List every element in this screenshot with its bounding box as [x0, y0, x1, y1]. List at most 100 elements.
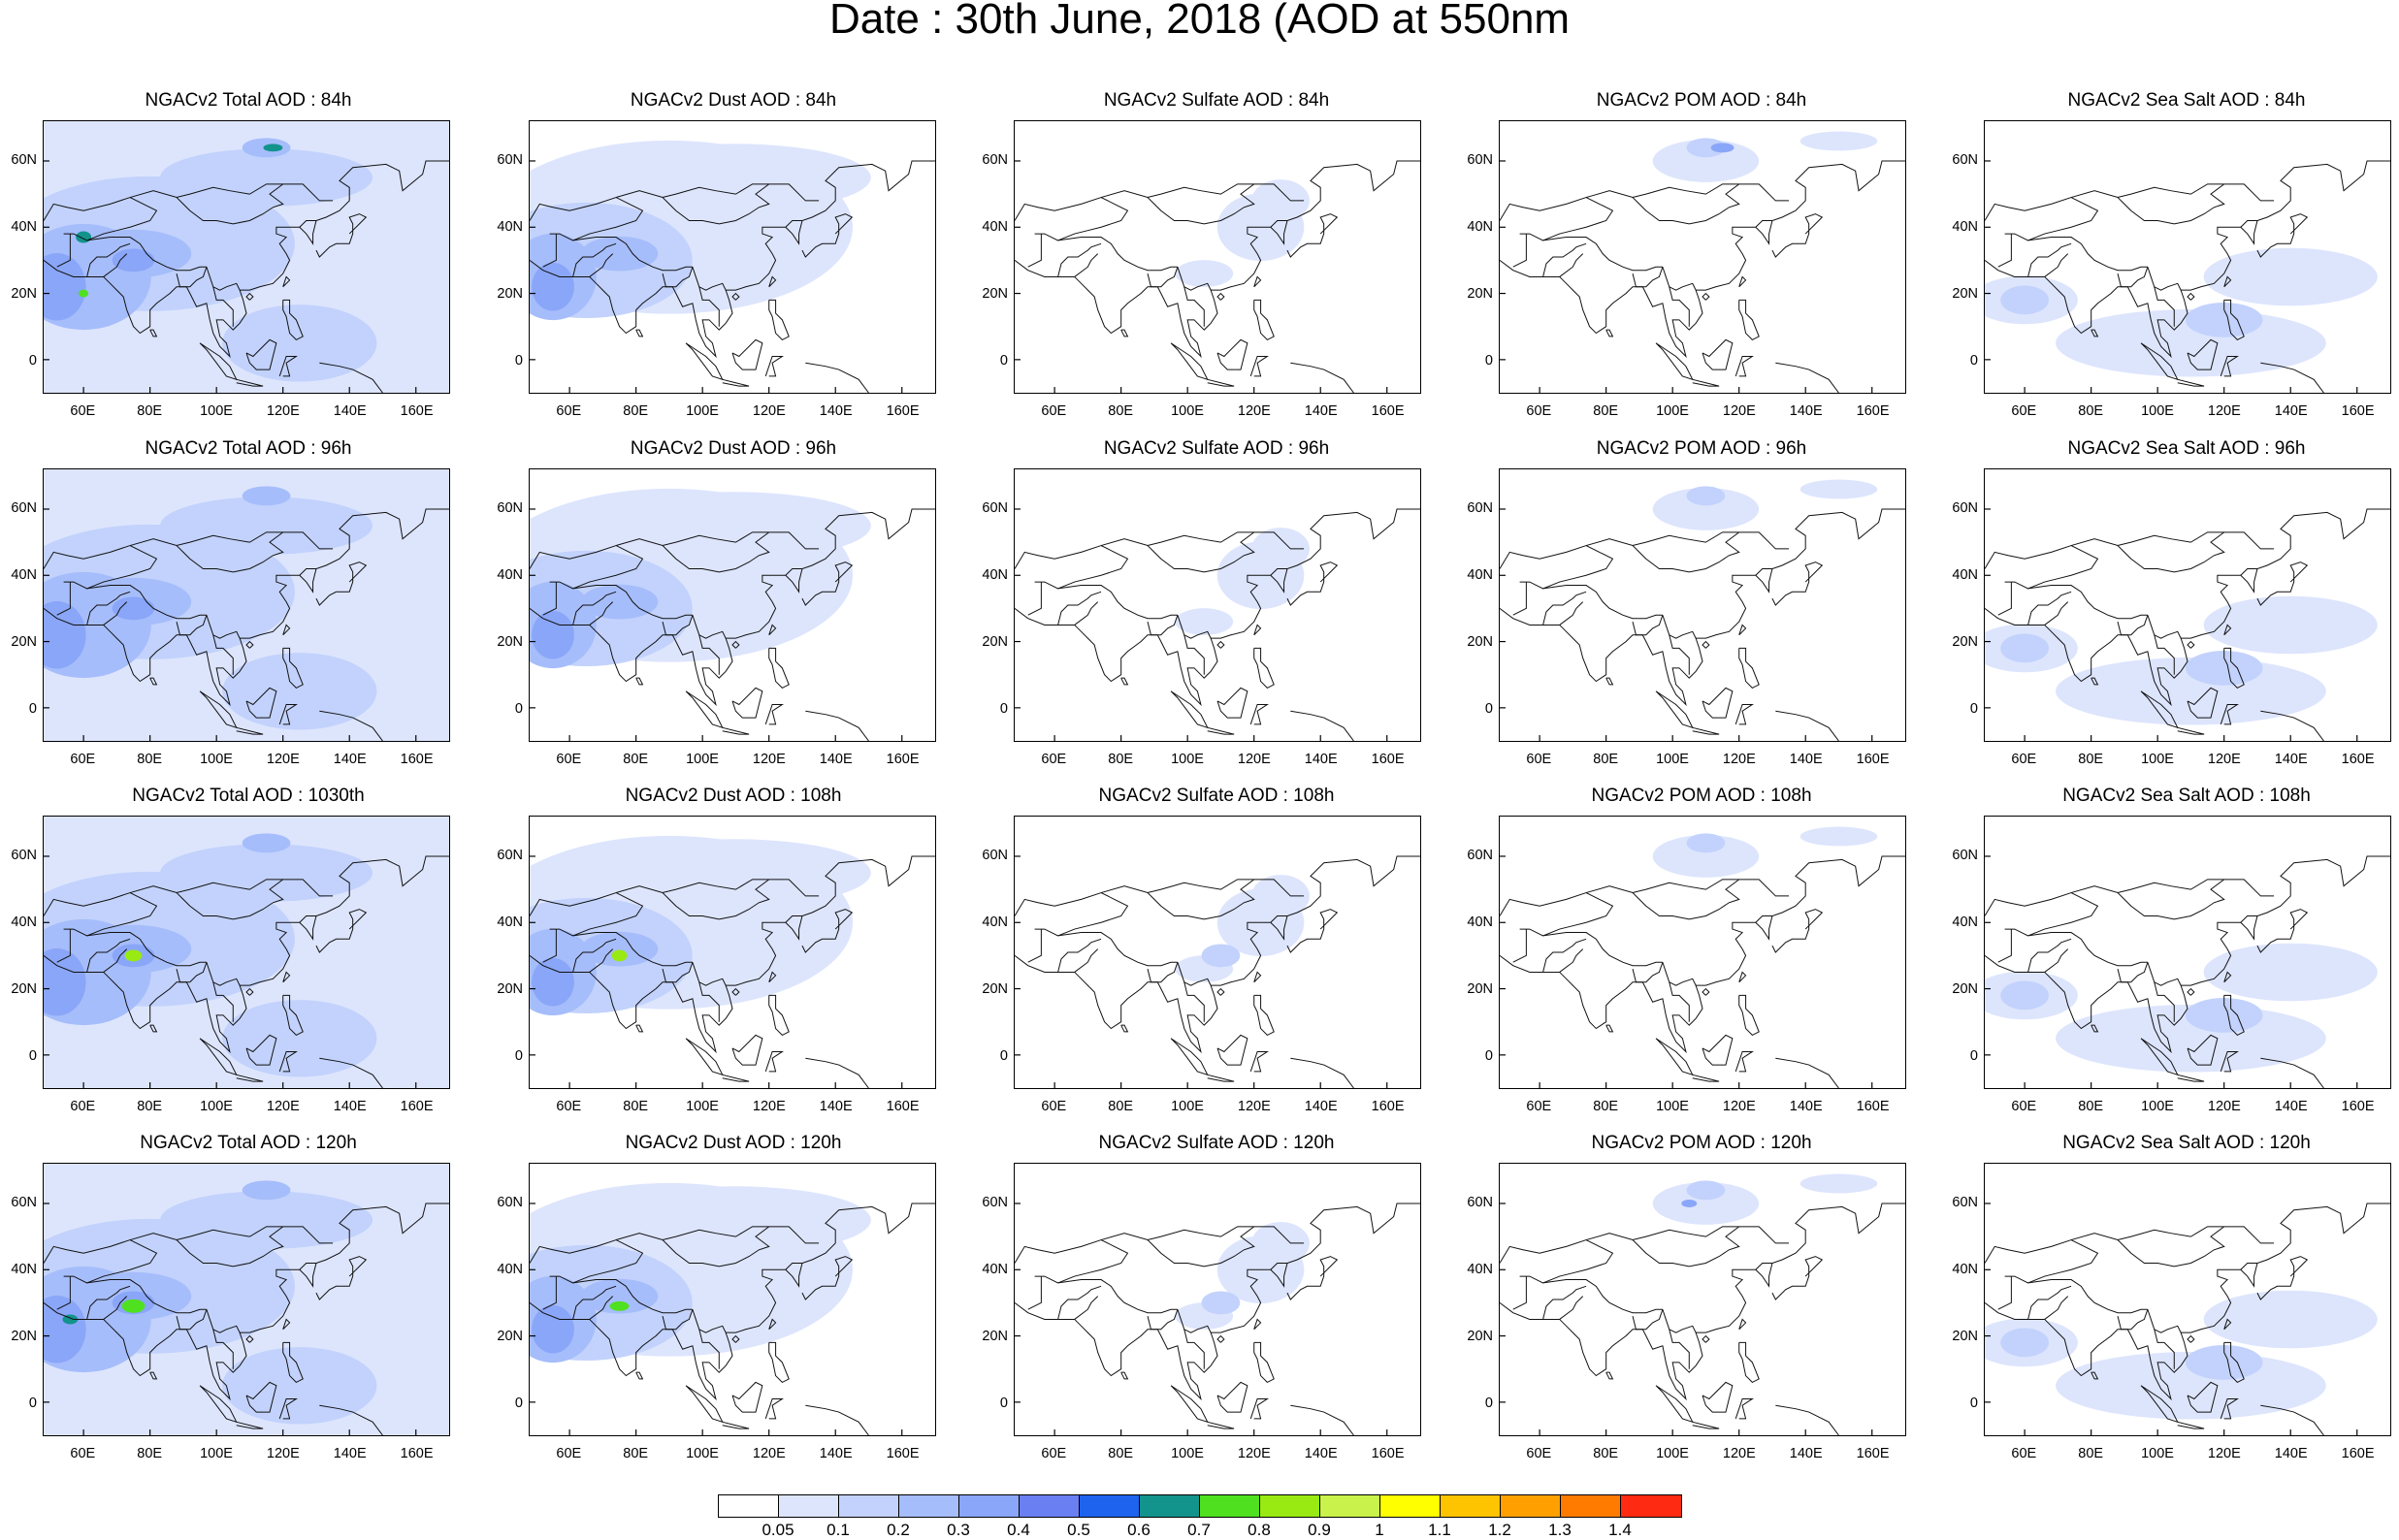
aod-shading	[530, 488, 871, 669]
lat-tick-label: 0	[999, 352, 1008, 369]
lon-tick-label: 60E	[556, 403, 582, 419]
lon-tick-label: 100E	[200, 403, 233, 419]
aod-shading	[1985, 595, 2378, 725]
lat-tick-label: 20N	[1952, 633, 1978, 650]
lon-tick-label: 160E	[1856, 752, 1890, 767]
aod-field-map	[530, 488, 935, 741]
colorbar-swatch	[1501, 1495, 1561, 1517]
lon-tick-label: 60E	[70, 1446, 96, 1461]
lon-tick-label: 100E	[686, 752, 719, 767]
lon-tick-label: 80E	[2078, 403, 2104, 419]
lon-tick-label: 80E	[623, 1099, 649, 1114]
lon-tick-label: 120E	[2207, 752, 2241, 767]
lat-tick-label: 40N	[1467, 567, 1493, 584]
lon-tick-label: 60E	[556, 1446, 582, 1461]
lon-tick-label: 60E	[70, 1099, 96, 1114]
lon-tick-label: 160E	[886, 1099, 920, 1114]
lon-tick-label: 120E	[1722, 1099, 1756, 1114]
colorbar-swatch	[719, 1495, 779, 1517]
map-panel-total	[43, 468, 450, 742]
lat-tick-label: 0	[514, 1395, 523, 1411]
colorbar-swatch	[1380, 1495, 1441, 1517]
panel-title: NGACv2 Total AOD : 120h	[140, 1133, 357, 1153]
lon-tick-label: 60E	[2011, 752, 2037, 767]
aod-field-map	[1015, 855, 1420, 1088]
map-panel-total	[43, 1163, 450, 1436]
lat-tick-label: 40N	[497, 1262, 523, 1278]
aod-field-map	[530, 1182, 935, 1435]
lat-tick-label: 20N	[1467, 285, 1493, 302]
lat-tick-label: 20N	[1467, 633, 1493, 650]
colorbar-label: 0.2	[887, 1521, 910, 1539]
aod-shading	[1652, 131, 1878, 182]
colorbar-swatch	[1441, 1495, 1501, 1517]
colorbar-swatch	[899, 1495, 959, 1517]
map-panel-seasalt	[1984, 1163, 2391, 1436]
map-panel-pom	[1499, 468, 1906, 742]
lon-tick-label: 60E	[2011, 1446, 2037, 1461]
panel-title: NGACv2 Sulfate AOD : 120h	[1098, 1133, 1335, 1153]
lat-tick-label: 60N	[1952, 848, 1978, 864]
lon-tick-label: 140E	[819, 752, 853, 767]
lon-tick-label: 60E	[1526, 403, 1552, 419]
lat-tick-label: 20N	[982, 1328, 1008, 1344]
panel-title: NGACv2 Sulfate AOD : 108h	[1098, 786, 1335, 806]
lat-tick-label: 60N	[11, 152, 37, 169]
lon-tick-label: 100E	[686, 1446, 719, 1461]
lat-tick-label: 0	[28, 1047, 37, 1064]
lat-tick-label: 40N	[982, 1262, 1008, 1278]
lon-tick-label: 140E	[1304, 1446, 1338, 1461]
lon-tick-label: 160E	[886, 752, 920, 767]
lon-tick-label: 160E	[400, 752, 434, 767]
lon-tick-label: 160E	[400, 403, 434, 419]
lat-tick-label: 0	[1969, 1395, 1978, 1411]
lon-tick-label: 160E	[886, 403, 920, 419]
lon-tick-label: 100E	[200, 752, 233, 767]
aod-field-map	[1500, 131, 1905, 393]
lon-tick-label: 80E	[1108, 403, 1134, 419]
lat-tick-label: 60N	[982, 1195, 1008, 1211]
colorbar-swatch	[1080, 1495, 1140, 1517]
map-panel-pom	[1499, 1163, 1906, 1436]
lon-tick-label: 160E	[400, 1446, 434, 1461]
map-panel-dust	[529, 816, 936, 1089]
lon-tick-label: 60E	[1526, 1446, 1552, 1461]
lon-tick-label: 120E	[1237, 1099, 1271, 1114]
map-panel-grid: NGACv2 Total AOD : 84h 60N 40N 20N 0 60E 80E 10…	[11, 90, 2391, 1461]
aod-shading	[530, 1182, 871, 1364]
lon-tick-label: 80E	[1108, 1099, 1134, 1114]
colorbar-label: 1.4	[1608, 1521, 1632, 1539]
lon-tick-label: 140E	[2274, 1099, 2308, 1114]
lat-tick-label: 0	[1969, 1047, 1978, 1064]
lon-tick-label: 80E	[137, 1446, 163, 1461]
lon-tick-label: 120E	[2207, 1099, 2241, 1114]
lat-tick-label: 20N	[11, 1328, 37, 1344]
colorbar-label: 0.7	[1187, 1521, 1211, 1539]
lat-tick-label: 40N	[497, 914, 523, 931]
aod-field-map	[44, 1164, 449, 1435]
lat-tick-label: 60N	[1952, 500, 1978, 517]
aod-field-map	[1015, 1203, 1420, 1435]
colorbar-label: 0.9	[1308, 1521, 1331, 1539]
colorbar-swatch	[1020, 1495, 1080, 1517]
aod-shading	[1985, 1290, 2378, 1420]
map-panel-sulfate	[1014, 816, 1421, 1089]
lon-tick-label: 120E	[266, 1446, 300, 1461]
lat-tick-label: 0	[28, 352, 37, 369]
lon-tick-label: 100E	[2141, 1446, 2174, 1461]
panel-title: NGACv2 Sulfate AOD : 84h	[1103, 90, 1330, 111]
aod-field-map	[44, 817, 449, 1088]
lat-tick-label: 40N	[11, 567, 37, 584]
lon-tick-label: 80E	[2078, 1099, 2104, 1114]
aod-field-map	[1985, 160, 2390, 393]
panel-title: NGACv2 Sea Salt AOD : 108h	[2062, 786, 2311, 806]
panel-title: NGACv2 Sulfate AOD : 96h	[1103, 438, 1330, 459]
lon-tick-label: 100E	[1656, 403, 1689, 419]
map-panel-total	[43, 816, 450, 1089]
aod-field-map	[1015, 160, 1420, 393]
lon-tick-label: 60E	[1526, 1099, 1552, 1114]
lat-tick-label: 40N	[982, 219, 1008, 236]
lon-tick-label: 140E	[1304, 403, 1338, 419]
lon-tick-label: 80E	[1108, 752, 1134, 767]
lat-tick-label: 60N	[497, 848, 523, 864]
